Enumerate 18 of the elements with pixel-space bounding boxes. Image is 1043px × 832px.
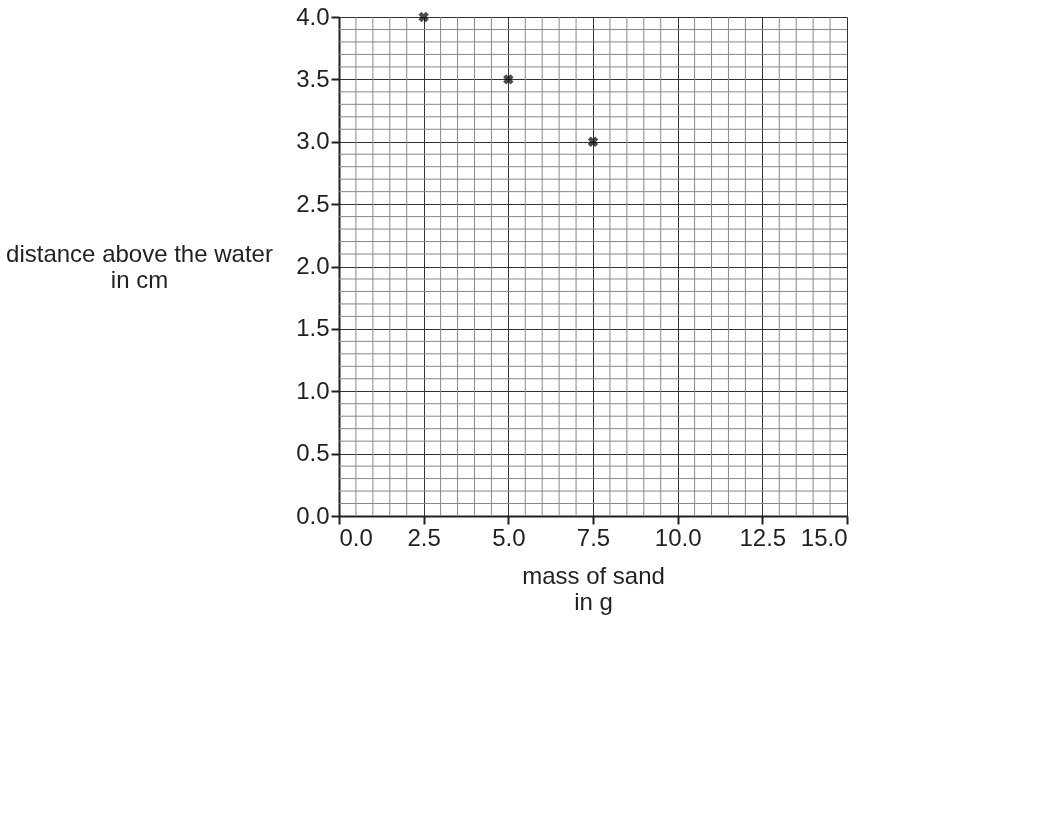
y-tick-label: 4.0 (296, 2, 330, 30)
y-tick-label: 2.0 (296, 252, 330, 279)
x-tick-label: 7.5 (576, 523, 611, 551)
y-tick-label: 1.5 (296, 314, 330, 342)
y-tick-label: 1.0 (296, 376, 330, 404)
y-axis-title: distance above the water in cm (6, 240, 273, 293)
x-tick-label: 5.0 (492, 523, 526, 551)
x-tick-label: 12.5 (739, 523, 787, 551)
x-tick-label: 15.0 (800, 523, 848, 551)
x-axis-title: mass of sand in g (522, 561, 665, 615)
x-tick-label: 0.0 (339, 523, 373, 551)
y-tick-label: 2.5 (296, 189, 330, 217)
y-tick-label: 0.0 (296, 501, 330, 529)
x-tick-label: 10.0 (654, 523, 702, 551)
y-tick-label: 3.0 (296, 127, 330, 155)
y-tick-label: 3.5 (296, 64, 330, 92)
y-tick-label: 0.5 (296, 439, 330, 467)
x-tick-label: 2.5 (407, 523, 441, 551)
